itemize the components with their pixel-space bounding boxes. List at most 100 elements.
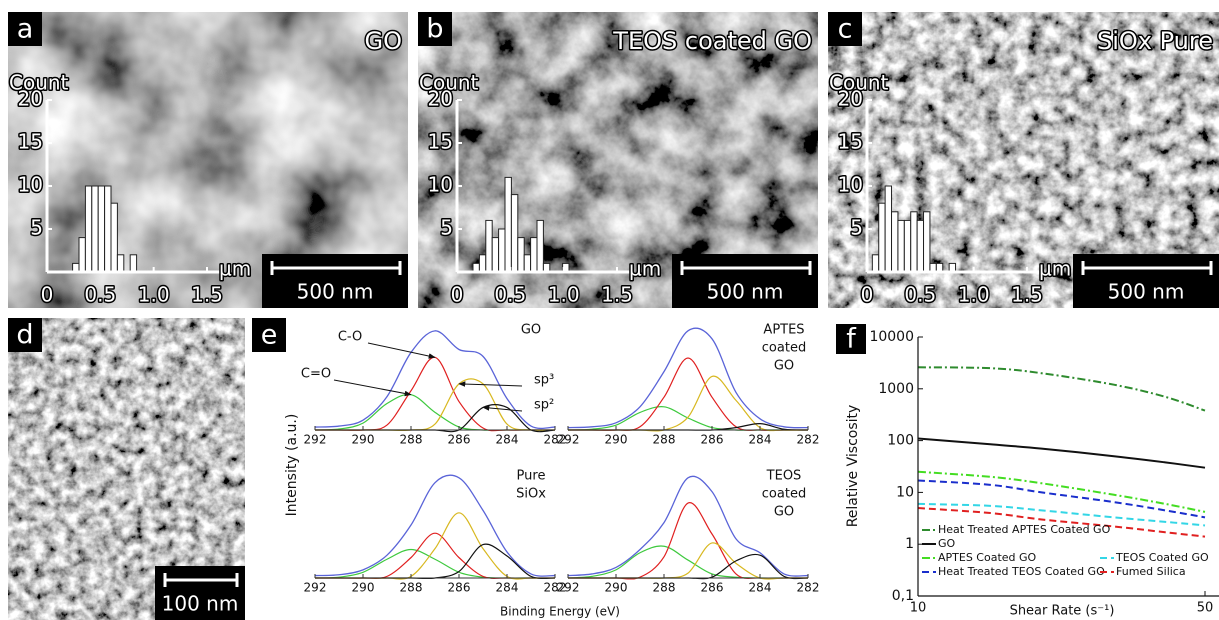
y-axis-label: Count (829, 71, 889, 95)
axis-label: Binding Energy (eV) (500, 605, 620, 619)
x-tick-label: 1.5 (191, 283, 223, 307)
legend-label: TEOS Coated GO (1115, 551, 1209, 564)
y-tick-label: 10 (428, 173, 453, 197)
histogram-bar (524, 255, 530, 272)
x-axis-label: Shear Rate (s⁻¹) (1010, 604, 1115, 619)
y-tick-label: 1000 (878, 381, 914, 397)
legend-label: Heat Treated APTES Coated GO (938, 523, 1111, 536)
y-tick-label: 5 (440, 216, 453, 240)
histogram-bar (486, 220, 492, 272)
panel-letter: d (16, 320, 33, 351)
legend-label: APTES Coated GO (938, 551, 1037, 564)
spectrum-title: Pure (517, 469, 546, 484)
spectrum-title: GO (774, 505, 794, 520)
x-tick-label: 0 (451, 283, 464, 307)
x-tick-label: 1.0 (958, 283, 990, 307)
x-tick-label: 282 (797, 581, 820, 595)
x-tick-label: 290 (352, 433, 375, 447)
histogram-bar (917, 220, 923, 272)
x-tick-label: 292 (304, 581, 327, 595)
x-tick-label: 50 (1197, 601, 1214, 616)
spectrum-curve (315, 549, 555, 578)
x-tick-label: 292 (557, 581, 580, 595)
annotation-arrow (334, 380, 411, 395)
x-tick-label: 290 (605, 433, 628, 447)
x-tick-label: 10 (910, 601, 927, 616)
histogram-bar (879, 203, 885, 272)
panel-letter: c (838, 14, 853, 45)
x-tick-label: 0 (861, 283, 874, 307)
y-tick-label: 10 (896, 484, 914, 500)
x-tick-label: 286 (448, 433, 471, 447)
spectrum-curve (568, 376, 808, 431)
y-tick-label: 15 (18, 130, 43, 154)
x-tick-label: 0.5 (84, 283, 116, 307)
histogram-bar (105, 186, 111, 272)
panel-letter: e (261, 320, 278, 351)
histogram-bar (479, 255, 485, 272)
y-tick-label: 5 (850, 216, 863, 240)
histogram-bar (85, 186, 91, 272)
spectrum-title: APTES (763, 323, 804, 338)
histogram-bar (79, 238, 85, 272)
y-axis-label: Relative Viscosity (845, 405, 861, 528)
axis-label: Intensity (a.u.) (284, 414, 300, 517)
panel-title: SiOx Pure (1097, 27, 1213, 55)
x-tick-label: 1.0 (138, 283, 170, 307)
spectrum-title: TEOS (766, 469, 802, 484)
y-tick-label: 15 (428, 130, 453, 154)
histogram-bar (924, 212, 930, 272)
panel-letter: f (846, 324, 857, 355)
histogram-bar (885, 186, 891, 272)
histogram-bar (505, 177, 511, 272)
x-tick-label: 286 (701, 581, 724, 595)
x-axis-label: µm (1039, 257, 1071, 281)
x-tick-label: 286 (701, 433, 724, 447)
spectrum-curve (315, 357, 555, 430)
spectrum-title: coated (762, 341, 806, 356)
histogram-bar (537, 220, 543, 272)
spectrum-curve (568, 503, 808, 579)
x-tick-label: 0 (41, 283, 54, 307)
spectrum-title: GO (521, 323, 541, 338)
spectrum-curve (315, 533, 555, 578)
spectrum-curve (315, 331, 555, 429)
y-tick-label: 1 (905, 536, 914, 552)
y-tick-label: 15 (838, 130, 863, 154)
annotation: sp³ (534, 373, 554, 388)
y-tick-label: 5 (30, 216, 43, 240)
x-tick-label: 290 (605, 581, 628, 595)
spectrum-curve (315, 379, 555, 431)
y-tick-label: 10 (18, 173, 43, 197)
spectrum-curve (315, 513, 555, 579)
x-tick-label: 284 (749, 433, 772, 447)
scale-bar-label: 100 nm (162, 592, 239, 616)
panel-title: GO (365, 27, 403, 55)
legend-label: Fumed Silica (1116, 565, 1186, 578)
panel-title: TEOS coated GO (612, 27, 812, 55)
histogram-bar (518, 238, 524, 272)
x-tick-label: 288 (400, 581, 423, 595)
histogram-bar (98, 186, 104, 272)
y-axis-label: Count (9, 71, 69, 95)
x-tick-label: 284 (496, 581, 519, 595)
histogram-bar (111, 203, 117, 272)
scale-bar-label: 500 nm (707, 280, 784, 304)
scale-bar-label: 500 nm (1108, 280, 1185, 304)
panel-letter: b (426, 14, 443, 45)
spectrum-title: coated (762, 487, 806, 502)
x-tick-label: 292 (557, 433, 580, 447)
y-axis-label: Count (419, 71, 479, 95)
y-tick-label: 10000 (869, 329, 914, 345)
x-tick-label: 286 (448, 581, 471, 595)
series-line (918, 438, 1205, 467)
spectrum-title: GO (774, 359, 794, 374)
x-tick-label: 1.0 (548, 283, 580, 307)
x-tick-label: 288 (653, 433, 676, 447)
histogram-bar (499, 229, 505, 272)
histogram-bar (92, 186, 98, 272)
x-tick-label: 288 (653, 581, 676, 595)
scale-bar-label: 500 nm (297, 280, 374, 304)
x-tick-label: 282 (797, 433, 820, 447)
x-tick-label: 284 (749, 581, 772, 595)
